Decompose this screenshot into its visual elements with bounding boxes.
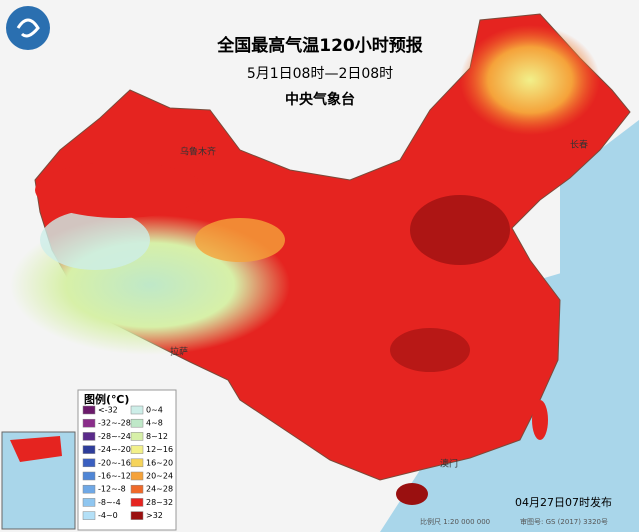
legend-label: 12~16 <box>146 445 173 454</box>
legend-swatch <box>82 511 96 520</box>
legend-label: 20~24 <box>146 472 173 481</box>
legend-swatch <box>82 498 96 507</box>
tarim-warm-zone <box>35 162 205 218</box>
legend-label: <-32 <box>98 406 118 415</box>
legend-swatch <box>130 432 144 441</box>
cool-zone <box>40 210 150 270</box>
map-title: 全国最高气温120小时预报 <box>216 35 423 56</box>
legend-label: -4~0 <box>98 511 118 520</box>
legend-swatch <box>130 511 144 520</box>
legend-label: -16~-12 <box>98 472 131 481</box>
taiwan <box>532 400 548 440</box>
hainan <box>396 483 428 505</box>
issued-time: 04月27日07时发布 <box>515 495 612 509</box>
place-label: 澳门 <box>440 458 458 470</box>
agency: 中央气象台 <box>285 91 355 108</box>
inset-land <box>10 436 62 462</box>
scale: 比例尺 1:20 000 000 <box>420 517 490 526</box>
legend-swatch <box>82 484 96 494</box>
legend-label: -28~-24 <box>98 432 131 441</box>
legend-label: -20~-16 <box>98 458 131 467</box>
qaidam-zone <box>195 218 285 262</box>
sea <box>560 120 639 280</box>
legend-label: >32 <box>146 511 163 520</box>
logo-mark <box>16 18 40 38</box>
legend-swatch <box>82 432 96 441</box>
legend-swatch <box>130 418 144 428</box>
legend-swatch <box>82 445 96 454</box>
legend-swatch <box>82 458 96 468</box>
place-label: 乌鲁木齐 <box>180 146 216 158</box>
legend-label: 28~32 <box>146 498 173 507</box>
legend-swatch <box>130 405 144 415</box>
legend-swatch <box>130 484 144 494</box>
hot-zone <box>410 195 510 265</box>
legend-swatch <box>130 471 144 481</box>
china-land <box>34 13 631 481</box>
hot-zone <box>390 328 470 372</box>
legend-label: 4~8 <box>146 419 163 428</box>
legend-swatch <box>82 471 96 481</box>
legend-swatch <box>82 405 96 415</box>
place-label: 拉萨 <box>170 346 188 358</box>
legend-swatch <box>82 418 96 428</box>
legend-label: 8~12 <box>146 432 168 441</box>
legend-label: 24~28 <box>146 485 173 494</box>
legend-swatch <box>130 445 144 454</box>
map-subtitle: 5月1日08时—2日08时 <box>247 66 393 82</box>
legend-label: -8~-4 <box>98 498 121 507</box>
legend-title: 图例(℃) <box>84 392 129 406</box>
logo <box>6 6 50 50</box>
legend-swatch <box>130 498 144 507</box>
place-label: 长春 <box>570 139 588 151</box>
legend-label: -24~-20 <box>98 445 131 454</box>
northeast-zone <box>460 25 600 135</box>
legend-label: 16~20 <box>146 458 173 467</box>
legend-label: -32~-28 <box>98 419 131 428</box>
legend-label: 0~4 <box>146 406 163 415</box>
approval: 审图号: GS (2017) 3320号 <box>520 517 608 526</box>
legend-label: -12~-8 <box>98 485 126 494</box>
legend-swatch <box>130 458 144 468</box>
